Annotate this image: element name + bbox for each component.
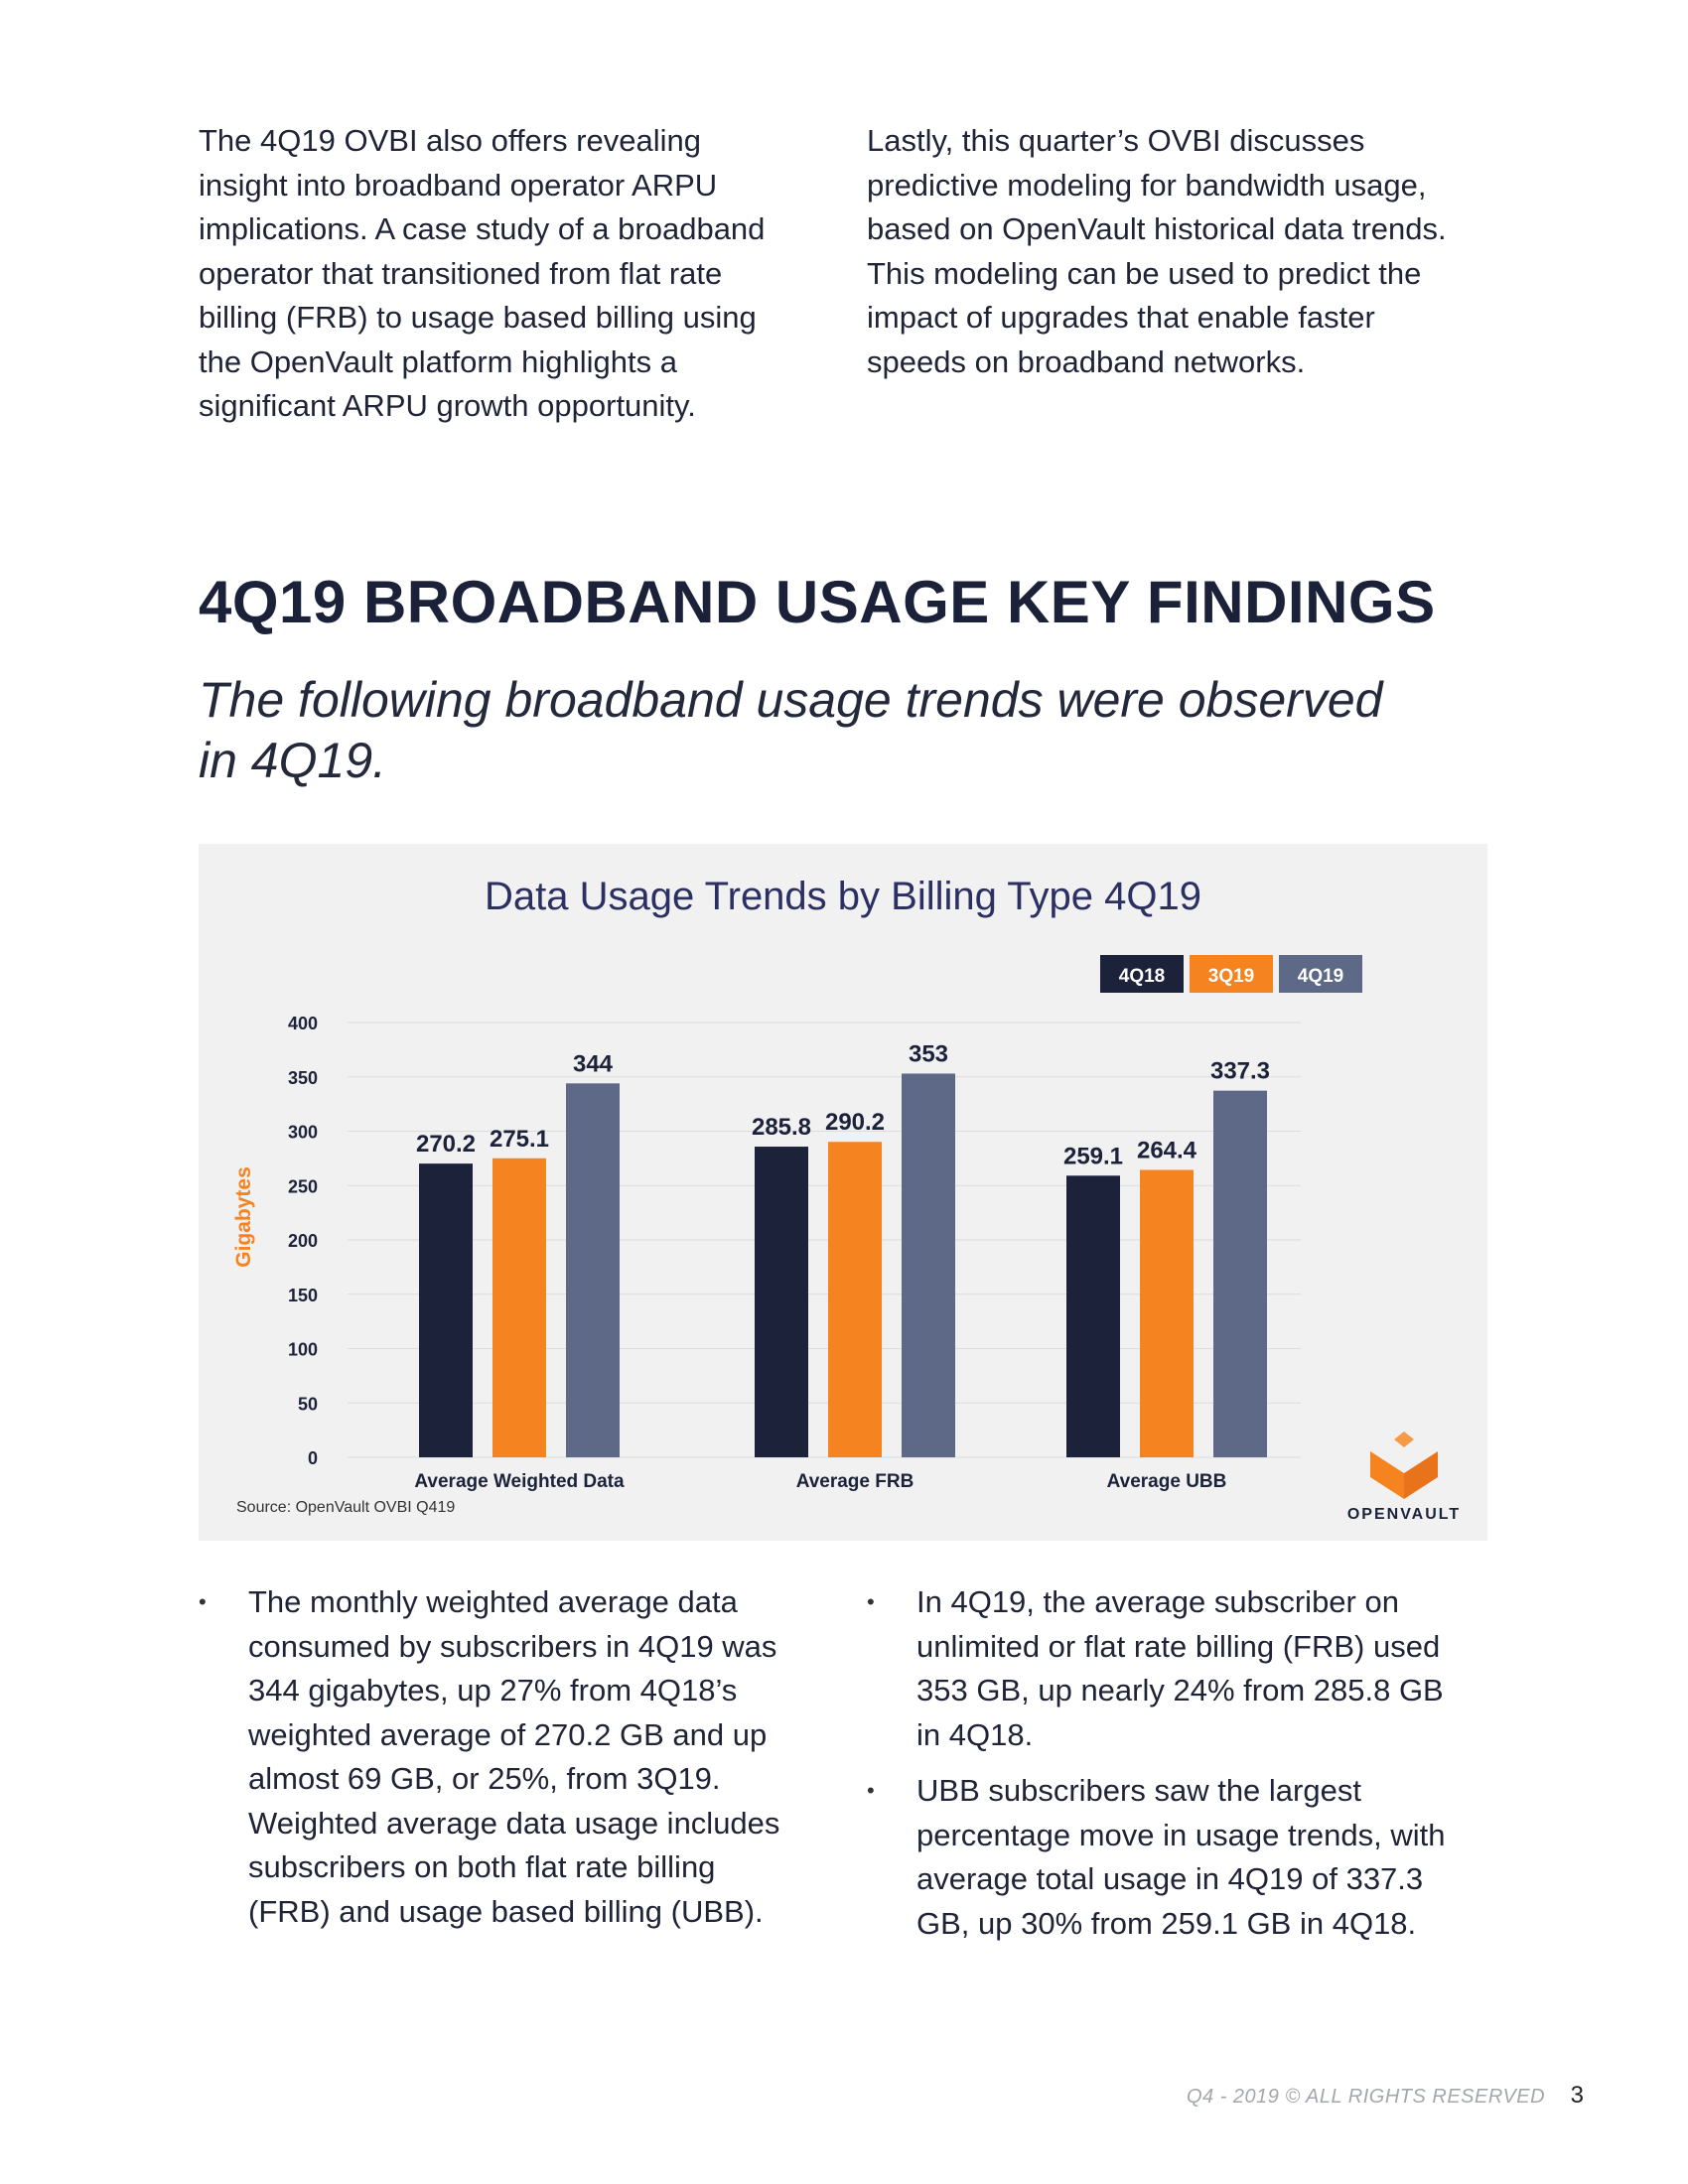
list-item-text: UBB subscribers saw the largest percenta…	[916, 1773, 1446, 1941]
x-tick-label: Average FRB	[796, 1471, 914, 1492]
bars	[419, 1073, 1267, 1457]
legend-swatch-4q18	[1100, 955, 1184, 993]
legend-label-3q19: 3Q19	[1208, 966, 1254, 987]
y-tick-label: 350	[288, 1068, 318, 1088]
bar-4q19-3	[1213, 1090, 1267, 1457]
data-label: 353	[909, 1040, 948, 1067]
data-label: 264.4	[1137, 1137, 1197, 1163]
chart-title: Data Usage Trends by Billing Type 4Q19	[485, 875, 1201, 918]
bar-3q19-3	[1140, 1169, 1194, 1457]
bullet-marker: •	[199, 1589, 207, 1614]
section-heading: 4Q19 BROADBAND USAGE KEY FINDINGS	[199, 569, 1436, 635]
openvault-logo: OPENVAULT	[1347, 1432, 1461, 1523]
bar-4q18-1	[419, 1163, 473, 1457]
list-item: • UBB subscribers saw the largest percen…	[867, 1769, 1463, 1946]
y-tick-label: 400	[288, 1014, 318, 1033]
bullet-marker: •	[867, 1778, 875, 1803]
footer-copyright: Q4 - 2019 © ALL RIGHTS RESERVED	[1186, 2086, 1546, 2108]
list-item: • The monthly weighted average data cons…	[199, 1580, 794, 1934]
logo-text: OPENVAULT	[1347, 1506, 1461, 1523]
section-subheading: The following broadband usage trends wer…	[199, 672, 1383, 788]
y-axis-ticks: 0 50 100 150 200 250 300 350 400	[288, 1014, 318, 1468]
x-tick-label: Average UBB	[1107, 1471, 1227, 1492]
bar-4q18-2	[755, 1147, 808, 1457]
page-footer: Q4 - 2019 © ALL RIGHTS RESERVED 3	[1187, 2082, 1584, 2110]
y-tick-label: 150	[288, 1286, 318, 1305]
chart-source: Source: OpenVault OVBI Q419	[236, 1499, 455, 1516]
bar-3q19-1	[492, 1158, 546, 1457]
legend-label-4q18: 4Q18	[1119, 966, 1165, 987]
bar-4q19-1	[566, 1083, 620, 1457]
logo-mark-right	[1404, 1451, 1438, 1499]
y-tick-label: 50	[298, 1394, 318, 1414]
list-item-text: The monthly weighted average data consum…	[248, 1584, 780, 1929]
chart-legend: 4Q18 3Q19 4Q19	[1100, 955, 1362, 993]
bar-4q19-2	[902, 1073, 955, 1457]
page-number: 3	[1570, 2082, 1584, 2109]
logo-mark-left	[1370, 1451, 1404, 1499]
data-label: 344	[573, 1050, 614, 1077]
y-tick-label: 100	[288, 1340, 318, 1360]
findings-list-left: • The monthly weighted average data cons…	[199, 1580, 794, 1946]
y-axis-label: Gigabytes	[232, 1166, 255, 1268]
data-label: 270.2	[416, 1131, 476, 1158]
bullet-marker: •	[867, 1589, 875, 1614]
list-item: • In 4Q19, the average subscriber on unl…	[867, 1580, 1463, 1757]
data-labels: 270.2 275.1 344 285.8 290.2 353 259.1 264.4 337.…	[416, 1040, 1270, 1169]
x-tick-label: Average Weighted Data	[414, 1471, 625, 1492]
y-tick-label: 0	[308, 1448, 318, 1468]
data-label: 290.2	[825, 1109, 885, 1136]
bar-3q19-2	[828, 1142, 882, 1457]
y-tick-label: 200	[288, 1231, 318, 1251]
y-tick-label: 250	[288, 1176, 318, 1196]
findings-list-right: • In 4Q19, the average subscriber on unl…	[867, 1580, 1463, 1958]
logo-mark-top	[1394, 1432, 1414, 1447]
legend-swatch-3q19	[1190, 955, 1273, 993]
x-axis-ticks: Average Weighted Data Average FRB Average …	[414, 1471, 1226, 1492]
data-label: 259.1	[1063, 1143, 1123, 1169]
data-label: 337.3	[1210, 1058, 1270, 1085]
y-tick-label: 300	[288, 1123, 318, 1143]
intro-paragraph-left: The 4Q19 OVBI also offers revealing insi…	[199, 123, 766, 423]
legend-label-4q19: 4Q19	[1298, 966, 1343, 987]
legend-swatch-4q19	[1279, 955, 1362, 993]
data-label: 275.1	[490, 1126, 549, 1153]
bar-chart: Data Usage Trends by Billing Type 4Q19 4…	[232, 875, 1461, 1523]
intro-paragraph-right: Lastly, this quarter’s OVBI discusses pr…	[867, 123, 1447, 379]
list-item-text: In 4Q19, the average subscriber on unlim…	[916, 1584, 1444, 1752]
data-label: 285.8	[752, 1114, 811, 1141]
bar-4q18-3	[1066, 1175, 1120, 1457]
chart-panel: Data Usage Trends by Billing Type 4Q19 4…	[199, 844, 1487, 1541]
